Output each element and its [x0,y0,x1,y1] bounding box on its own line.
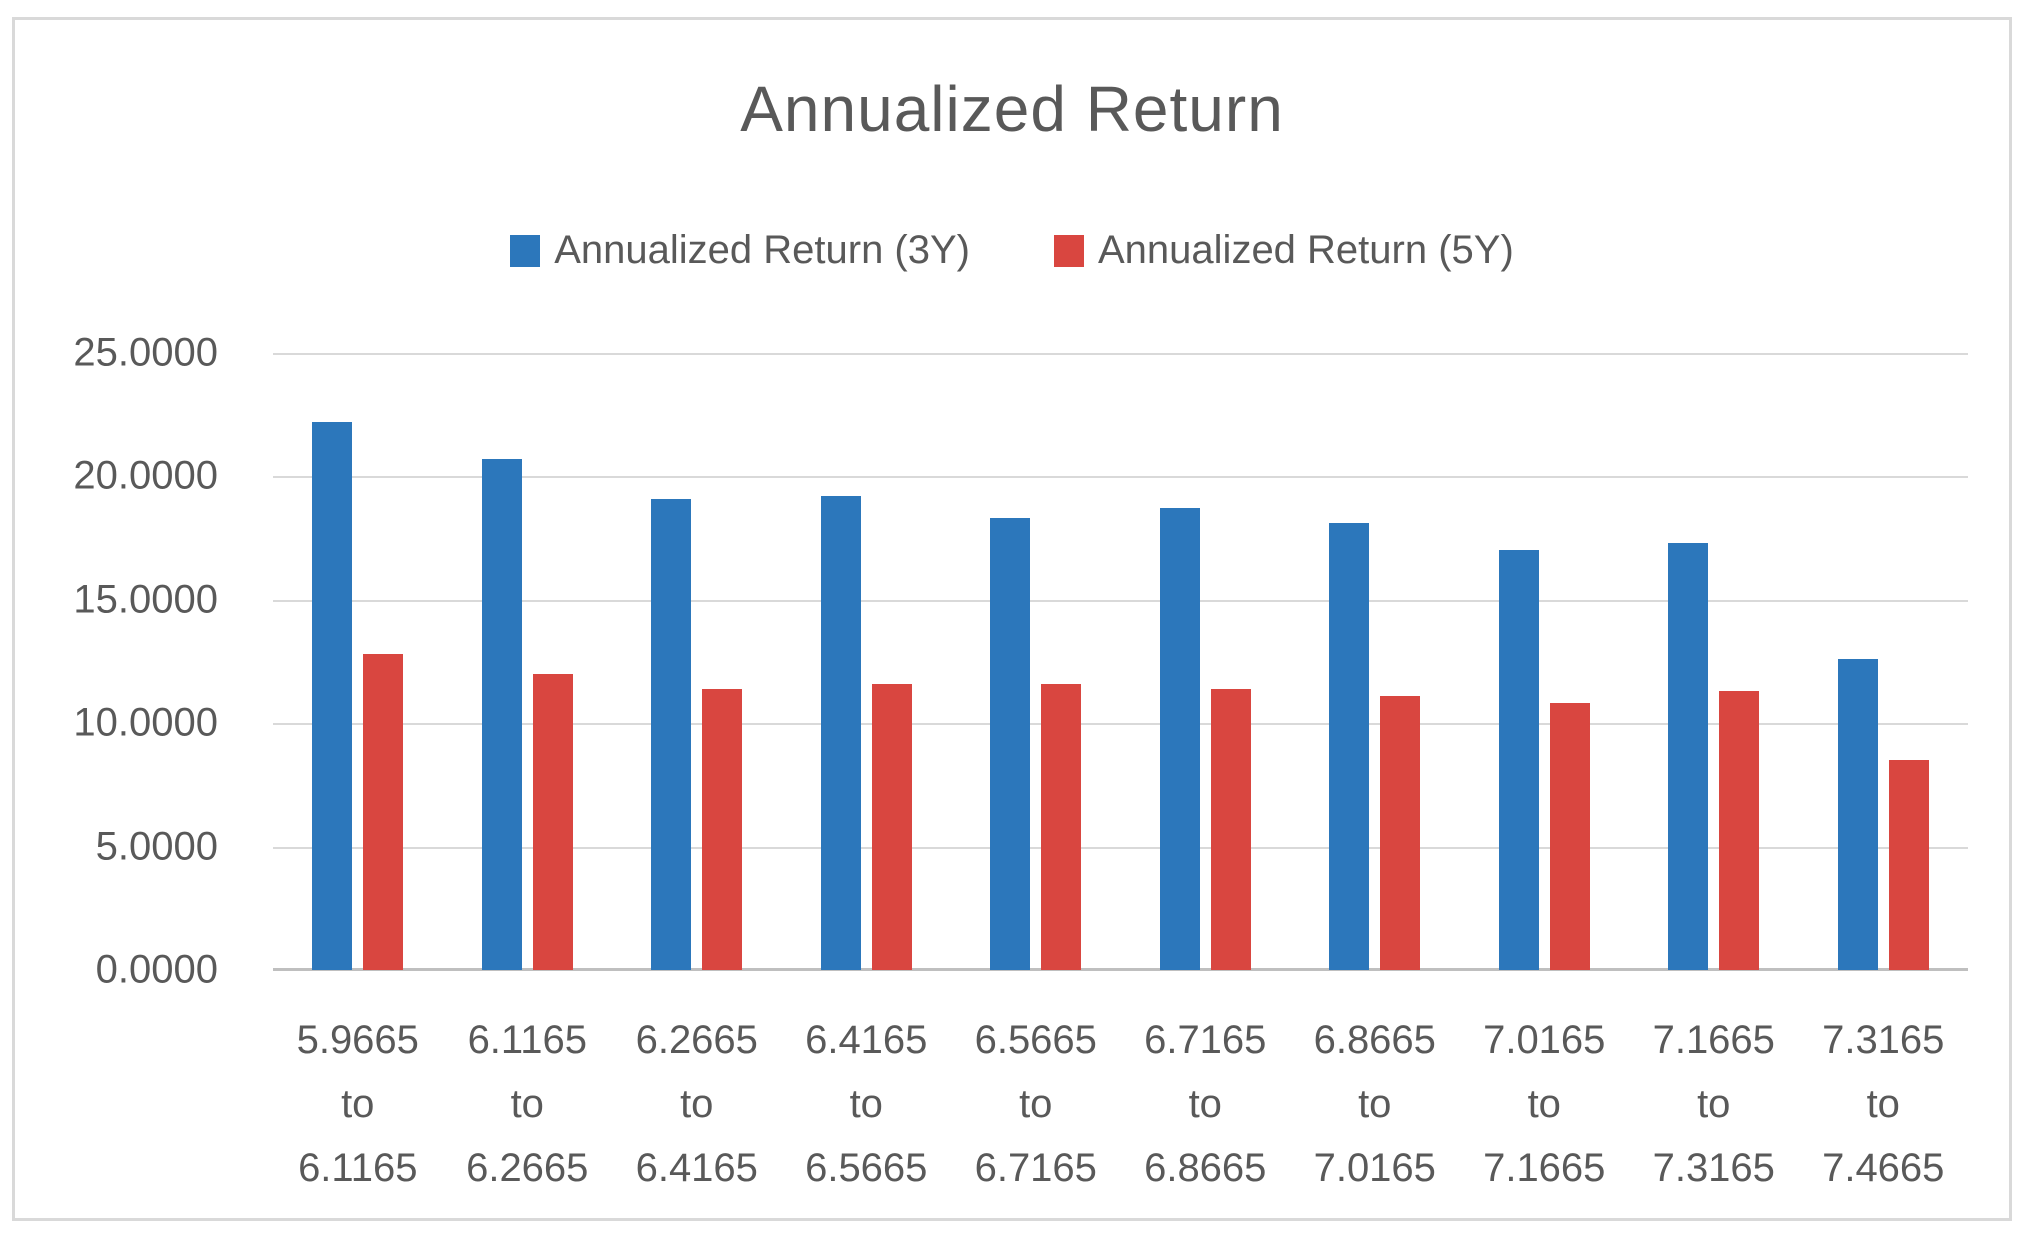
y-tick-label: 5.0000 [95,824,218,869]
x-tick-label: 6.8665 to 7.0165 [1313,1018,1436,1190]
y-tick-label: 25.0000 [73,330,218,375]
bar-5y [1549,703,1590,970]
category-group [1290,353,1460,970]
bars-row [273,353,1968,970]
x-tick-label: 5.9665 to 6.1165 [296,1018,419,1190]
bar-3y [1498,550,1539,970]
category-group [1629,353,1799,970]
y-axis: 25.0000 20.0000 15.0000 10.0000 5.0000 0… [38,331,218,992]
gridline [273,723,1968,726]
bar-3y [990,518,1031,970]
gridline [273,846,1968,849]
gridline [273,599,1968,602]
y-tick-label: 10.0000 [73,700,218,745]
bar-3y [312,422,353,970]
plot-area [273,353,1968,971]
bar-3y [1329,523,1370,970]
x-tick-label: 6.1165 to 6.2665 [466,1018,589,1190]
x-tick-label: 6.7165 to 6.8665 [1144,1018,1267,1190]
x-axis: 5.9665 to 6.1165 6.1165 to 6.2665 6.2665… [273,1008,1968,1200]
x-axis-line [273,968,1968,971]
x-tick-label: 7.3165 to 7.4665 [1822,1018,1945,1190]
y-tick-label: 0.0000 [95,947,218,992]
category-group [1121,353,1291,970]
bar-5y [1888,760,1929,970]
category-group [443,353,613,970]
bar-5y [1380,696,1421,970]
bar-5y [1210,688,1251,970]
y-tick-label: 20.0000 [73,453,218,498]
legend-entry-3y: Annualized Return (3Y) [510,228,970,273]
x-tick-label: 7.0165 to 7.1665 [1483,1018,1606,1190]
category-group [782,353,952,970]
bar-3y [481,459,522,970]
x-tick-label: 7.1665 to 7.3165 [1652,1018,1775,1190]
legend-marker-5y-icon [1054,234,1084,267]
legend: Annualized Return (3Y) Annualized Return… [15,228,2009,273]
gridline [273,476,1968,479]
legend-label-5y: Annualized Return (5Y) [1098,228,1514,272]
legend-label-3y: Annualized Return (3Y) [554,228,970,272]
x-tick-label: 6.2665 to 6.4165 [635,1018,758,1190]
bar-5y [532,673,573,970]
x-tick-label: 6.4165 to 6.5665 [805,1018,928,1190]
y-tick-label: 15.0000 [73,577,218,622]
chart-frame: Annualized Return Annualized Return (3Y)… [12,17,2012,1221]
category-group [612,353,782,970]
bar-3y [1159,508,1200,970]
category-group [1799,353,1969,970]
gridline [273,353,1968,355]
bar-5y [871,683,912,970]
bar-3y [1668,543,1709,970]
legend-marker-3y-icon [510,234,541,267]
bar-3y [820,496,861,970]
bar-5y [702,688,743,970]
category-group [1460,353,1630,970]
bar-5y [1719,691,1760,970]
legend-entry-5y: Annualized Return (5Y) [1054,228,1514,273]
x-tick-label: 6.5665 to 6.7165 [974,1018,1097,1190]
bar-3y [651,498,692,970]
category-group [273,353,443,970]
bar-3y [1837,659,1878,970]
bar-5y [363,654,404,970]
chart-title: Annualized Return [740,73,1284,145]
bar-5y [1041,683,1082,970]
category-group [951,353,1121,970]
